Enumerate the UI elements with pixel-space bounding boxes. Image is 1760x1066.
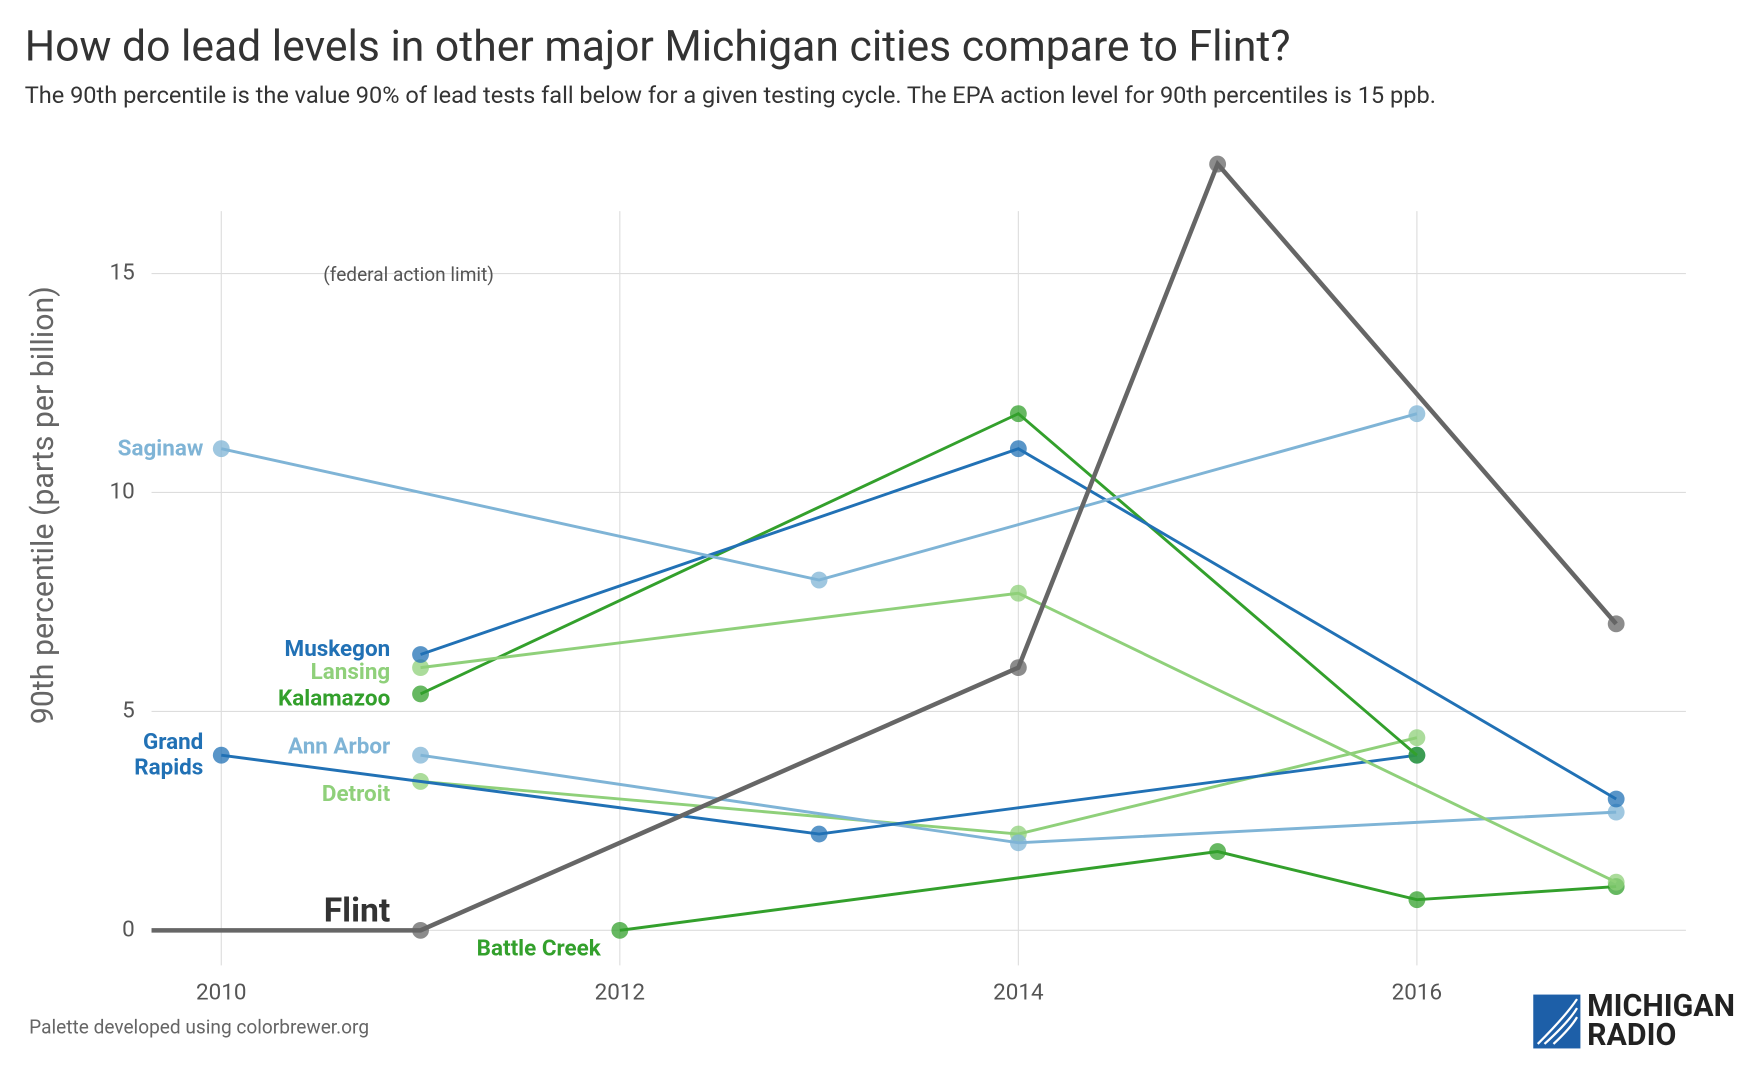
point <box>412 921 429 939</box>
point <box>1607 803 1625 821</box>
series-label: Detroit <box>322 781 391 807</box>
y-axis-label: 90th percentile (parts per billion) <box>26 286 61 724</box>
series-label: Kalamazoo <box>278 685 390 711</box>
point <box>611 921 629 939</box>
series-label: Saginaw <box>118 436 204 462</box>
point <box>810 571 828 589</box>
series-label: Lansing <box>311 659 391 685</box>
point <box>1209 843 1227 860</box>
logo-text: MICHIGAN <box>1587 989 1735 1024</box>
point <box>810 825 828 843</box>
point <box>1607 873 1625 891</box>
point <box>1408 891 1426 909</box>
series-line <box>419 411 1418 757</box>
logo: MICHIGAN RADIO <box>1533 989 1735 1053</box>
point <box>1209 155 1227 173</box>
point <box>212 440 230 458</box>
point <box>1009 440 1027 458</box>
point <box>1607 615 1625 633</box>
series-label: Flint <box>324 891 391 930</box>
y-tick-label: 0 <box>122 916 135 942</box>
series-line <box>220 412 1418 582</box>
point <box>1408 746 1426 764</box>
logo-waves <box>1536 998 1579 1045</box>
note: Palette developed using colorbrewer.org <box>29 1015 369 1038</box>
point <box>1408 405 1426 423</box>
point <box>14 922 31 939</box>
y-tick-label: 10 <box>109 478 134 504</box>
point <box>412 646 429 663</box>
x-tick-label: 2014 <box>993 979 1044 1005</box>
point <box>1408 729 1426 747</box>
x-tick-label: 2012 <box>595 979 645 1005</box>
point <box>1009 659 1027 677</box>
chart-subtitle: The 90th percentile is the value 90% of … <box>25 81 1436 109</box>
point <box>412 746 429 764</box>
series-label: Battle Creek <box>477 935 602 961</box>
series-label: Grand Rapids <box>134 729 203 781</box>
plot-area <box>14 155 1625 939</box>
point <box>412 659 429 677</box>
x-tick-label: 2016 <box>1392 979 1442 1005</box>
series-line <box>221 753 1418 836</box>
series-label: Muskegon <box>285 636 391 662</box>
point <box>1009 405 1027 423</box>
series-line <box>619 850 1617 932</box>
point <box>212 746 230 764</box>
y-tick-label: 5 <box>122 697 135 723</box>
point <box>1009 834 1027 852</box>
x-tick-label: 2010 <box>196 979 246 1005</box>
chart-title: How do lead levels in other major Michig… <box>25 22 1291 72</box>
logo-text: RADIO <box>1587 1018 1676 1053</box>
point <box>1009 584 1027 602</box>
point <box>1607 790 1625 808</box>
y-tick-label: 15 <box>109 259 134 285</box>
series-label: Ann Arbor <box>288 733 390 759</box>
point <box>412 685 429 703</box>
annotation: (federal action limit) <box>323 263 494 286</box>
